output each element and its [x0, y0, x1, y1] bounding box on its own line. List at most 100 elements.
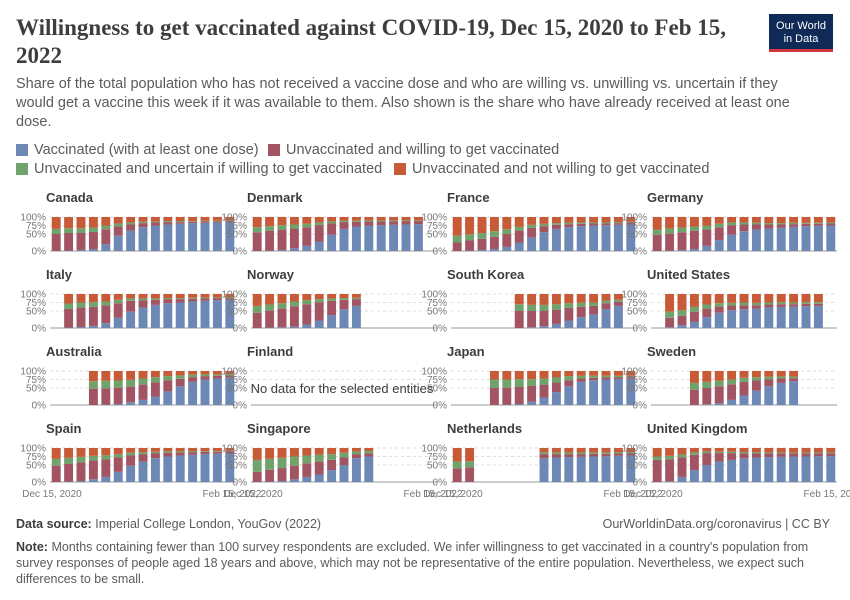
- bar-segment-willing: [564, 224, 574, 228]
- bar-segment-unwilling: [175, 371, 185, 376]
- bar-segment-uncertain: [188, 374, 198, 378]
- bar-segment-uncertain: [339, 298, 349, 300]
- bar-segment-unwilling: [101, 371, 111, 381]
- bar-segment-vaccinated: [163, 224, 173, 251]
- bar-segment-uncertain: [265, 304, 275, 311]
- bar-segment-willing: [188, 452, 198, 455]
- bar-segment-willing: [677, 315, 687, 326]
- y-tick-label: 100%: [20, 367, 46, 378]
- bar-segment-unwilling: [289, 294, 299, 302]
- bar-segment-uncertain: [702, 381, 712, 388]
- bar-segment-vaccinated: [175, 455, 185, 482]
- bar-segment-uncertain: [551, 304, 561, 310]
- bar-segment-vaccinated: [702, 245, 712, 251]
- bar-segment-vaccinated: [413, 224, 423, 251]
- legend-label-vaccinated: Vaccinated (with at least one dose): [34, 142, 259, 158]
- bar-segment-vaccinated: [739, 309, 749, 328]
- bar-segment-uncertain: [314, 299, 324, 303]
- owid-logo[interactable]: Our World in Data: [769, 14, 833, 52]
- bar-segment-willing: [589, 377, 599, 381]
- bar-segment-unwilling: [764, 448, 774, 453]
- bar-segment-willing: [514, 386, 524, 404]
- bar-segment-vaccinated: [188, 454, 198, 482]
- bar-segment-unwilling: [138, 448, 148, 453]
- bar-segment-unwilling: [76, 294, 86, 303]
- source-text[interactable]: Imperial College London, YouGov (2022): [95, 517, 322, 531]
- bar-segment-willing: [551, 309, 561, 324]
- bar-segment-uncertain: [126, 222, 136, 225]
- bar-segment-unwilling: [539, 371, 549, 379]
- bar-segment-vaccinated: [776, 306, 786, 328]
- y-tick-label: 50%: [627, 384, 647, 395]
- bar-segment-unwilling: [776, 448, 786, 453]
- bar-segment-unwilling: [327, 294, 337, 299]
- bar-segment-willing: [314, 302, 324, 321]
- source-url[interactable]: OurWorldinData.org/coronavirus | CC BY: [602, 517, 830, 531]
- bar-segment-uncertain: [225, 374, 235, 376]
- y-tick-label: 50%: [427, 230, 447, 241]
- bar-segment-uncertain: [113, 380, 123, 388]
- bar-segment-uncertain: [51, 458, 61, 466]
- bar-segment-vaccinated: [212, 222, 222, 251]
- bar-segment-unwilling: [677, 294, 687, 311]
- bar-segment-vaccinated: [339, 465, 349, 482]
- panel-title-sweden: Sweden: [647, 344, 696, 359]
- bar-segment-uncertain: [789, 452, 799, 454]
- bar-segment-vaccinated: [751, 457, 761, 482]
- bar-segment-unwilling: [126, 294, 136, 299]
- bar-segment-uncertain: [101, 301, 111, 306]
- bar-segment-unwilling: [739, 371, 749, 378]
- panel-title-japan: Japan: [447, 344, 485, 359]
- bar-segment-uncertain: [727, 302, 737, 306]
- bar-segment-uncertain: [551, 223, 561, 225]
- bar-segment-willing: [138, 384, 148, 400]
- bar-segment-uncertain: [364, 451, 374, 454]
- bar-segment-willing: [225, 451, 235, 454]
- bar-segment-vaccinated: [339, 309, 349, 328]
- bar-segment-uncertain: [289, 456, 299, 466]
- y-tick-label: 75%: [427, 375, 447, 386]
- panel-title-united-kingdom: United Kingdom: [647, 421, 747, 436]
- bar-segment-willing: [212, 298, 222, 301]
- bar-segment-willing: [200, 221, 210, 223]
- bar-segment-unwilling: [502, 217, 512, 230]
- legend-item-vaccinated[interactable]: Vaccinated (with at least one dose): [16, 142, 259, 158]
- bar-segment-willing: [113, 457, 123, 472]
- bar-segment-willing: [727, 453, 737, 460]
- bar-segment-unwilling: [813, 448, 823, 453]
- bar-segment-willing: [727, 384, 737, 400]
- bar-segment-willing: [527, 227, 537, 238]
- bar-segment-uncertain: [252, 459, 262, 472]
- bar-segment-unwilling: [339, 294, 349, 299]
- legend-item-unwilling[interactable]: Unvaccinated and not willing to get vacc…: [394, 161, 709, 177]
- bar-segment-unwilling: [576, 217, 586, 223]
- bar-segment-uncertain: [813, 452, 823, 454]
- bar-segment-uncertain: [551, 452, 561, 455]
- bar-segment-willing: [88, 388, 98, 405]
- bar-segment-vaccinated: [138, 461, 148, 482]
- bar-segment-vaccinated: [613, 224, 623, 251]
- bar-segment-vaccinated: [163, 456, 173, 482]
- bar-segment-unwilling: [539, 217, 549, 224]
- y-tick-label: 100%: [621, 290, 647, 301]
- y-tick-label: 100%: [20, 290, 46, 301]
- bar-segment-willing: [126, 224, 136, 231]
- y-tick-label: 100%: [621, 213, 647, 224]
- bar-segment-unwilling: [702, 294, 712, 305]
- bar-segment-uncertain: [764, 452, 774, 454]
- bar-segment-unwilling: [175, 217, 185, 222]
- legend-item-willing[interactable]: Unvaccinated and willing to get vaccinat…: [268, 142, 559, 158]
- bar-segment-willing: [727, 225, 737, 235]
- bar-segment-vaccinated: [200, 454, 210, 482]
- bar-segment-willing: [714, 453, 724, 462]
- bar-segment-willing: [789, 378, 799, 382]
- bar-segment-unwilling: [138, 294, 148, 299]
- bar-segment-uncertain: [601, 452, 611, 454]
- bar-segment-vaccinated: [626, 378, 636, 405]
- bar-segment-uncertain: [801, 222, 811, 224]
- bar-segment-unwilling: [626, 448, 636, 453]
- legend-item-uncertain[interactable]: Unvaccinated and uncertain if willing to…: [16, 161, 382, 177]
- bar-segment-unwilling: [452, 448, 462, 462]
- bar-segment-vaccinated: [776, 456, 786, 482]
- bar-segment-uncertain: [613, 222, 623, 224]
